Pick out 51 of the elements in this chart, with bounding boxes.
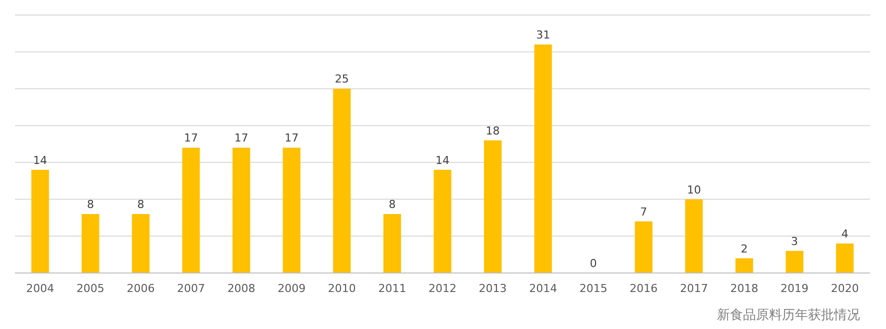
x-tick-label: 2014 xyxy=(529,282,558,295)
bar xyxy=(836,244,854,273)
bar xyxy=(31,170,49,273)
x-tick-label: 2007 xyxy=(177,282,206,295)
bar xyxy=(534,44,552,273)
bar xyxy=(282,148,300,273)
data-label: 14 xyxy=(33,154,48,167)
bar xyxy=(82,214,100,273)
x-tick-label: 2018 xyxy=(730,282,758,295)
data-label: 7 xyxy=(640,205,648,218)
x-tick-label: 2015 xyxy=(579,282,608,295)
x-tick-label: 2012 xyxy=(428,282,456,295)
x-tick-label: 2006 xyxy=(126,282,155,295)
bar xyxy=(383,214,402,273)
data-label: 8 xyxy=(388,198,396,212)
x-tick-label: 2016 xyxy=(630,282,658,295)
data-label: 31 xyxy=(536,28,550,42)
bar xyxy=(333,88,351,273)
bar xyxy=(634,221,652,273)
x-tick-label: 2010 xyxy=(328,282,356,295)
data-label: 14 xyxy=(436,154,450,167)
data-label: 8 xyxy=(137,198,144,212)
bar xyxy=(434,170,452,273)
bar xyxy=(735,258,754,273)
x-tick-label: 2005 xyxy=(76,282,104,295)
bar xyxy=(484,140,502,273)
bar xyxy=(132,214,150,273)
x-tick-label: 2013 xyxy=(478,282,507,295)
x-tick-label: 2008 xyxy=(227,282,256,295)
x-tick-label: 2004 xyxy=(26,282,54,295)
bar xyxy=(182,148,200,273)
data-label: 10 xyxy=(686,183,701,196)
bar xyxy=(232,148,250,273)
text: 新食品原料历年获批情况 xyxy=(717,308,860,323)
data-label: 17 xyxy=(184,132,198,145)
data-label: 18 xyxy=(486,124,500,138)
data-label: 4 xyxy=(841,228,848,241)
x-tick-label: 2011 xyxy=(378,282,406,295)
x-tick-label: 2017 xyxy=(680,282,708,295)
data-label: 3 xyxy=(791,234,798,248)
data-label: 17 xyxy=(234,132,248,145)
data-label: 2 xyxy=(740,242,748,256)
x-tick-label: 2019 xyxy=(780,282,809,295)
x-tick-label: 2009 xyxy=(278,282,306,295)
bar xyxy=(685,199,703,273)
bar xyxy=(786,250,804,273)
data-label: 8 xyxy=(86,198,94,212)
x-tick-label: 2020 xyxy=(830,282,859,295)
data-label: 0 xyxy=(590,257,597,270)
data-label: 25 xyxy=(334,72,349,86)
data-label: 17 xyxy=(284,132,299,145)
